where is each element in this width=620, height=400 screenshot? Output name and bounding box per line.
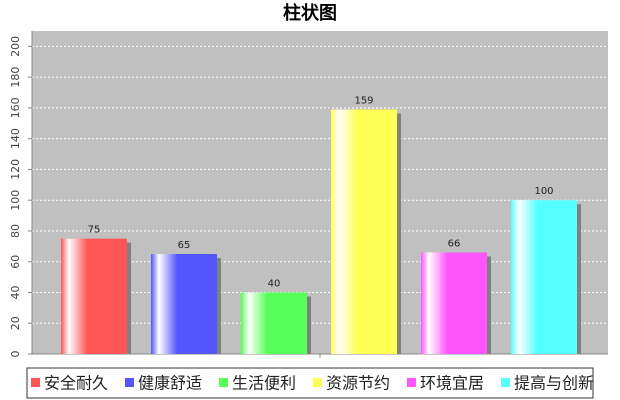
- value-label: 65: [178, 240, 191, 251]
- y-tick-label: 180: [9, 67, 22, 88]
- y-tick-label: 80: [9, 224, 22, 238]
- legend-label: 资源节约: [326, 374, 390, 393]
- legend-label: 提高与创新: [514, 374, 594, 393]
- y-tick-label: 200: [9, 36, 22, 57]
- legend-label: 环境宜居: [420, 374, 484, 393]
- bar: [421, 252, 487, 354]
- y-tick-label: 20: [9, 316, 22, 330]
- bar: [151, 254, 217, 354]
- bar: [61, 238, 127, 354]
- legend-swatch: [125, 378, 134, 387]
- y-tick-label: 40: [9, 285, 22, 299]
- legend-label: 健康舒适: [138, 374, 202, 393]
- bar: [241, 292, 307, 354]
- value-label: 40: [268, 278, 281, 289]
- bar: [331, 109, 397, 354]
- legend-swatch: [501, 378, 510, 387]
- value-label: 75: [88, 225, 101, 236]
- legend-swatch: [313, 378, 322, 387]
- y-tick-label: 160: [9, 97, 22, 118]
- y-tick-label: 0: [9, 351, 22, 358]
- y-tick-label: 120: [9, 159, 22, 180]
- legend-label: 生活便利: [232, 374, 296, 393]
- legend-swatch: [219, 378, 228, 387]
- legend-swatch: [407, 378, 416, 387]
- value-label: 100: [534, 186, 553, 197]
- value-label: 159: [354, 95, 373, 106]
- y-tick-label: 100: [9, 190, 22, 211]
- y-tick-label: 60: [9, 255, 22, 269]
- legend-label: 安全耐久: [44, 374, 108, 393]
- bar: [511, 200, 577, 354]
- value-label: 66: [448, 238, 461, 249]
- legend: [26, 367, 594, 399]
- y-tick-label: 140: [9, 128, 22, 149]
- legend-swatch: [31, 378, 40, 387]
- chart-title: 柱状图: [283, 2, 337, 24]
